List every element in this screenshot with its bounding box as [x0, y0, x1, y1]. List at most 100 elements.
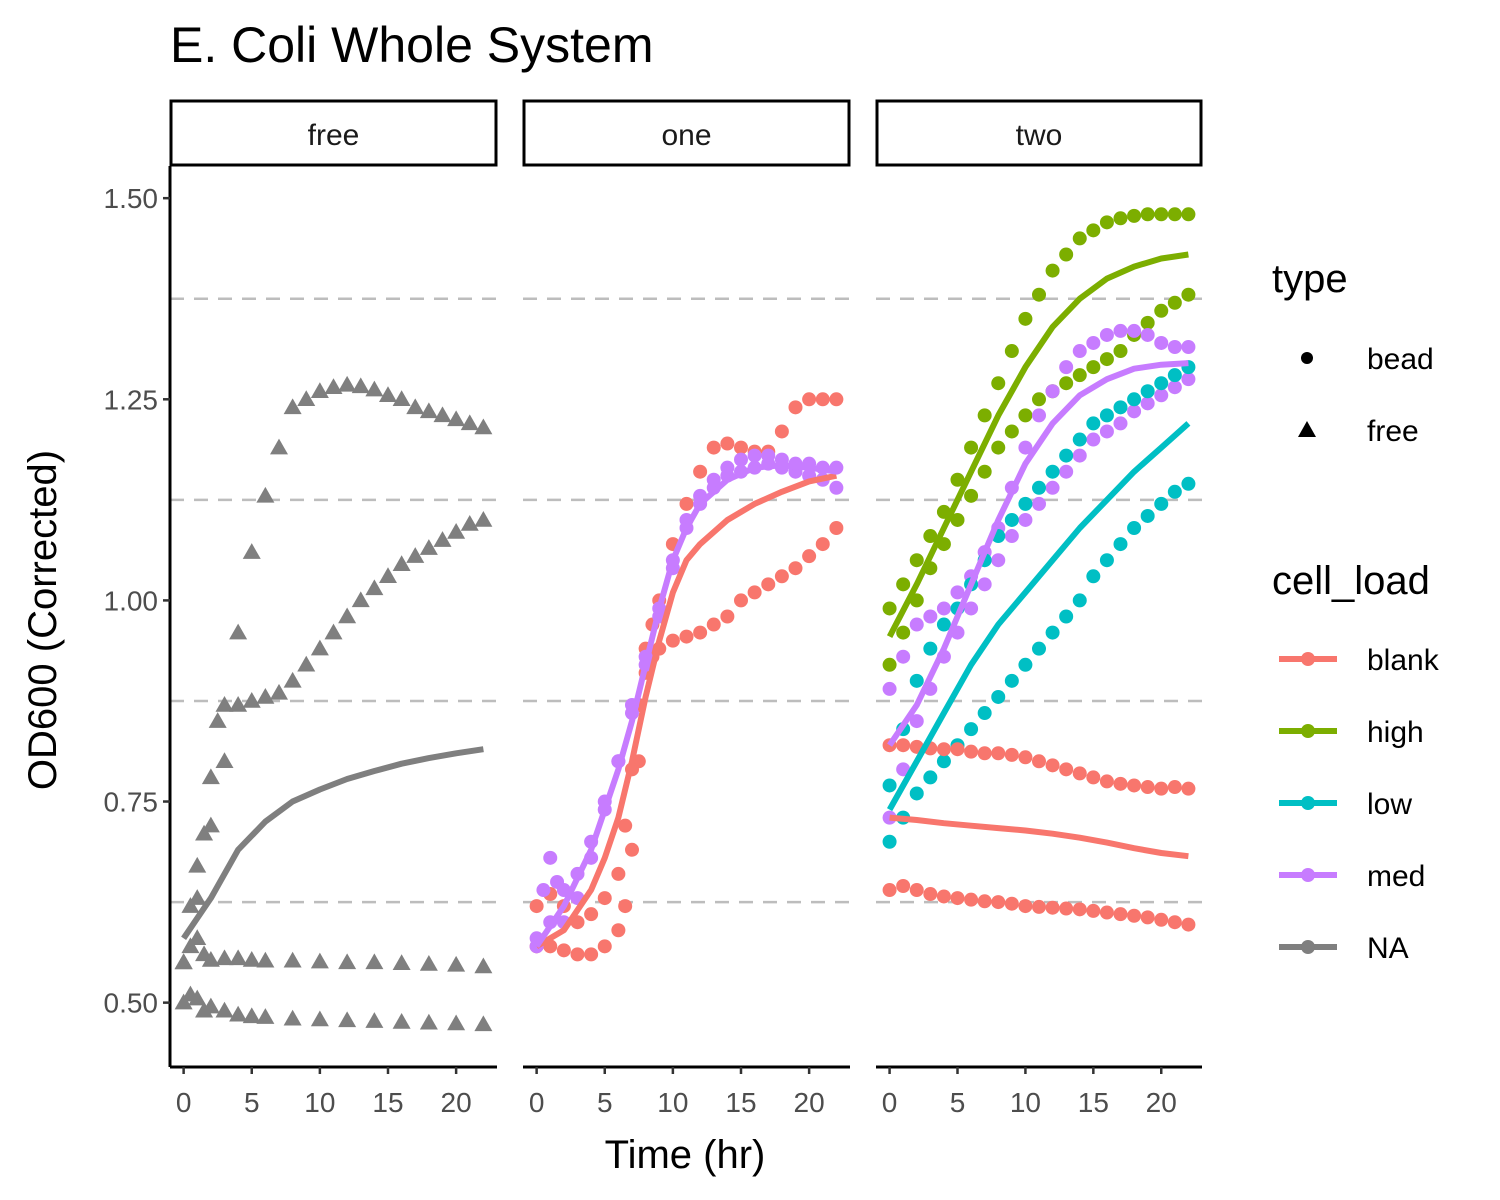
data-point: [1167, 380, 1182, 395]
data-point: [1032, 641, 1046, 656]
data-point: [1113, 907, 1128, 922]
data-point: [909, 673, 924, 688]
data-point: [283, 398, 302, 415]
data-point: [181, 897, 200, 913]
data-point: [882, 834, 897, 849]
data-point: [909, 883, 924, 898]
data-point: [1113, 416, 1128, 431]
smooth-line-blank: [535, 472, 838, 949]
data-point: [283, 671, 302, 688]
data-point: [338, 1011, 357, 1028]
data-point: [882, 778, 897, 793]
data-point: [297, 390, 316, 407]
y-axis-title: OD600 (Corrected): [21, 450, 65, 790]
data-point: [923, 529, 938, 544]
data-point: [392, 954, 411, 970]
data-point: [1140, 315, 1155, 330]
data-point: [556, 943, 571, 958]
data-point: [201, 951, 220, 967]
data-point: [1045, 263, 1060, 278]
data-point: [829, 392, 844, 407]
data-point: [406, 398, 425, 415]
data-point: [1181, 287, 1196, 302]
data-point: [1086, 770, 1101, 785]
data-point: [1181, 340, 1196, 355]
data-point: [1032, 899, 1046, 914]
data-point: [1004, 344, 1019, 359]
data-point: [1086, 416, 1101, 431]
facet-panels: free 0.50 0.75 1.00 1.25 1.50 0 5 10 15 20 one 0 5 10 1…: [104, 99, 1203, 1118]
series-blank-bead: [882, 738, 1196, 796]
x-tick-label: 15: [372, 1087, 403, 1118]
data-point: [882, 601, 897, 616]
data-point: [365, 1012, 384, 1028]
data-point: [1018, 899, 1033, 914]
data-point: [1018, 408, 1033, 423]
data-point: [1113, 211, 1128, 226]
data-point: [201, 997, 220, 1014]
facet-strip-free: [169, 99, 498, 167]
data-point: [964, 892, 979, 907]
data-point: [679, 629, 694, 644]
data-point: [1059, 247, 1074, 262]
data-point: [195, 1001, 214, 1018]
data-point: [747, 448, 762, 463]
data-point: [379, 386, 397, 403]
data-point: [419, 1013, 438, 1030]
data-point: [474, 957, 493, 974]
data-point: [174, 993, 193, 1010]
data-point: [229, 695, 248, 712]
data-point: [706, 440, 721, 455]
data-point: [365, 953, 384, 970]
data-point: [1140, 384, 1155, 399]
data-point: [788, 400, 803, 415]
data-point: [256, 486, 275, 503]
data-point: [1127, 404, 1142, 419]
data-point: [1018, 440, 1033, 455]
x-tick-label: 15: [725, 1087, 756, 1118]
data-point: [242, 951, 261, 967]
data-point: [536, 883, 551, 898]
data-point: [747, 585, 762, 600]
facet-strip-label: two: [1016, 119, 1063, 152]
legend-key-point: [1301, 940, 1315, 954]
data-point: [1018, 311, 1033, 326]
data-point: [188, 856, 207, 873]
data-point: [977, 894, 992, 909]
data-point: [1127, 392, 1142, 407]
data-point: [1072, 593, 1087, 608]
data-point: [419, 955, 438, 971]
legend-key-point: [1301, 868, 1315, 882]
data-point: [923, 609, 938, 624]
data-point: [1004, 424, 1019, 439]
data-point: [1113, 776, 1128, 791]
data-point: [201, 768, 220, 785]
data-point: [909, 617, 924, 632]
data-point: [1167, 484, 1182, 499]
data-point: [1140, 910, 1155, 925]
data-point: [1072, 368, 1087, 383]
data-point: [1140, 207, 1155, 222]
data-point: [215, 695, 234, 712]
x-tick-label: 5: [597, 1087, 613, 1118]
data-point: [936, 754, 951, 769]
data-point: [1140, 327, 1155, 342]
data-point: [201, 816, 220, 833]
legend-key-free: [1298, 421, 1316, 437]
data-point: [1113, 323, 1128, 338]
x-tick-label: 5: [950, 1087, 966, 1118]
smooth-line-low: [886, 421, 1191, 812]
series-NA-free: [174, 375, 493, 970]
legend-label: NA: [1367, 932, 1409, 965]
data-point: [991, 376, 1006, 391]
data-point: [896, 625, 911, 640]
data-point: [815, 537, 830, 552]
data-point: [1181, 207, 1196, 222]
series-low-bead: [882, 360, 1196, 793]
data-point: [215, 949, 234, 966]
x-tick-label: 5: [244, 1087, 260, 1118]
data-point: [433, 406, 452, 423]
data-point: [1045, 480, 1060, 495]
data-point: [543, 850, 558, 865]
